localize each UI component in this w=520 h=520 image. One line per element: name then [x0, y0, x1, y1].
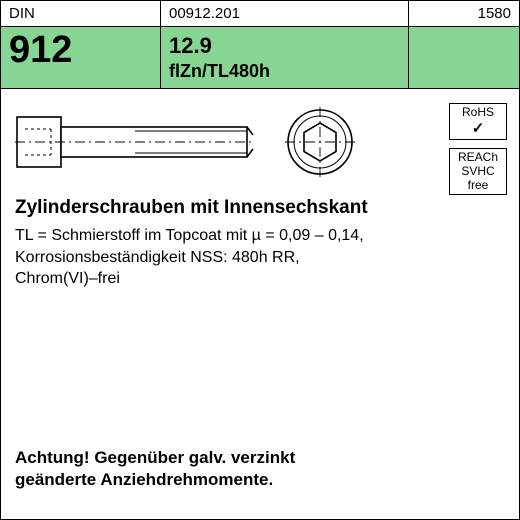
- rohs-badge: RoHS ✓: [449, 103, 507, 140]
- green-right-empty: [409, 27, 519, 88]
- spec-green-row: 912 12.9 flZn/TL480h: [1, 27, 519, 89]
- strength-class: 12.9: [169, 33, 400, 61]
- desc-line-2: Chrom(VI)–frei: [15, 268, 505, 290]
- desc-line-1: Korrosionsbeständigkeit NSS: 480h RR,: [15, 247, 505, 269]
- right-code: 1580: [409, 1, 519, 26]
- strength-coating-cell: 12.9 flZn/TL480h: [161, 27, 409, 88]
- reach-line3: free: [450, 179, 506, 193]
- din-number: 912: [1, 27, 161, 88]
- screw-side-view-icon: [15, 111, 255, 173]
- description-block: TL = Schmierstoff im Topcoat mit µ = 0,0…: [1, 225, 519, 290]
- product-title: Zylinderschrauben mit Innensechskant: [1, 191, 519, 225]
- compliance-badges: RoHS ✓ REACh SVHC free: [449, 103, 507, 195]
- diagram-area: RoHS ✓ REACh SVHC free: [1, 89, 519, 191]
- desc-line-0: TL = Schmierstoff im Topcoat mit µ = 0,0…: [15, 225, 505, 247]
- din-label: DIN: [1, 1, 161, 26]
- rohs-check-icon: ✓: [450, 120, 506, 137]
- article-number: 00912.201: [161, 1, 409, 26]
- warning-line-2: geänderte Anziehdrehmomente.: [15, 469, 295, 491]
- screw-front-view-icon: [285, 107, 355, 177]
- reach-badge: REACh SVHC free: [449, 148, 507, 195]
- coating-spec: flZn/TL480h: [169, 61, 400, 82]
- warning-block: Achtung! Gegenüber galv. verzinkt geände…: [15, 447, 295, 491]
- warning-line-1: Achtung! Gegenüber galv. verzinkt: [15, 447, 295, 469]
- reach-line1: REACh: [450, 151, 506, 165]
- spec-header-row: DIN 00912.201 1580: [1, 1, 519, 27]
- rohs-label: RoHS: [450, 106, 506, 120]
- reach-line2: SVHC: [450, 165, 506, 179]
